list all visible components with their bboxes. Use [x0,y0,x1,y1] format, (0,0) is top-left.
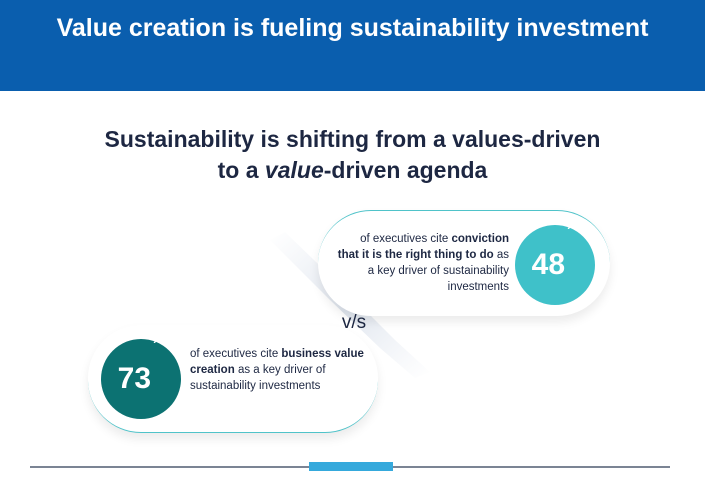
stat-48-text-post: as a key driver of sustainability invest… [367,249,509,293]
stat-73-text-post: as a key driver of sustainability invest… [190,364,326,392]
stat-48-number: 48 [531,248,566,281]
subtitle-line-2-pre: to a [217,157,265,183]
stat-73-circle: 73% [101,330,181,419]
stat-73-description: of executives cite business value creati… [190,346,370,394]
stat-48-circle: 48% [515,216,595,305]
subtitle-line-2-post: -driven agenda [323,157,488,183]
stat-73-text-bold: business value creation [190,348,364,376]
stat-48-text-pre: of executives cite [360,233,452,245]
stat-48-description: of executives cite conviction that it is… [336,231,509,295]
subtitle-line-1: Sustainability is shifting from a values… [104,126,601,152]
footer-divider-accent [309,462,393,471]
subtitle: Sustainability is shifting from a values… [0,124,705,186]
stat-73-number: 73 [117,362,152,395]
stat-73-text-pre: of executives cite [190,348,282,360]
stat-48-unit: % [565,216,579,233]
stat-73-unit: % [151,330,165,347]
page-title: Value creation is fueling sustainability… [56,14,649,42]
header-banner: Value creation is fueling sustainability… [0,0,705,91]
subtitle-emphasis: value [264,157,324,183]
versus-label: v/s [341,312,367,333]
stat-48-text-bold: conviction that it is the right thing to… [337,233,509,261]
subtitle-line-2: to a value-driven agenda [0,155,705,186]
